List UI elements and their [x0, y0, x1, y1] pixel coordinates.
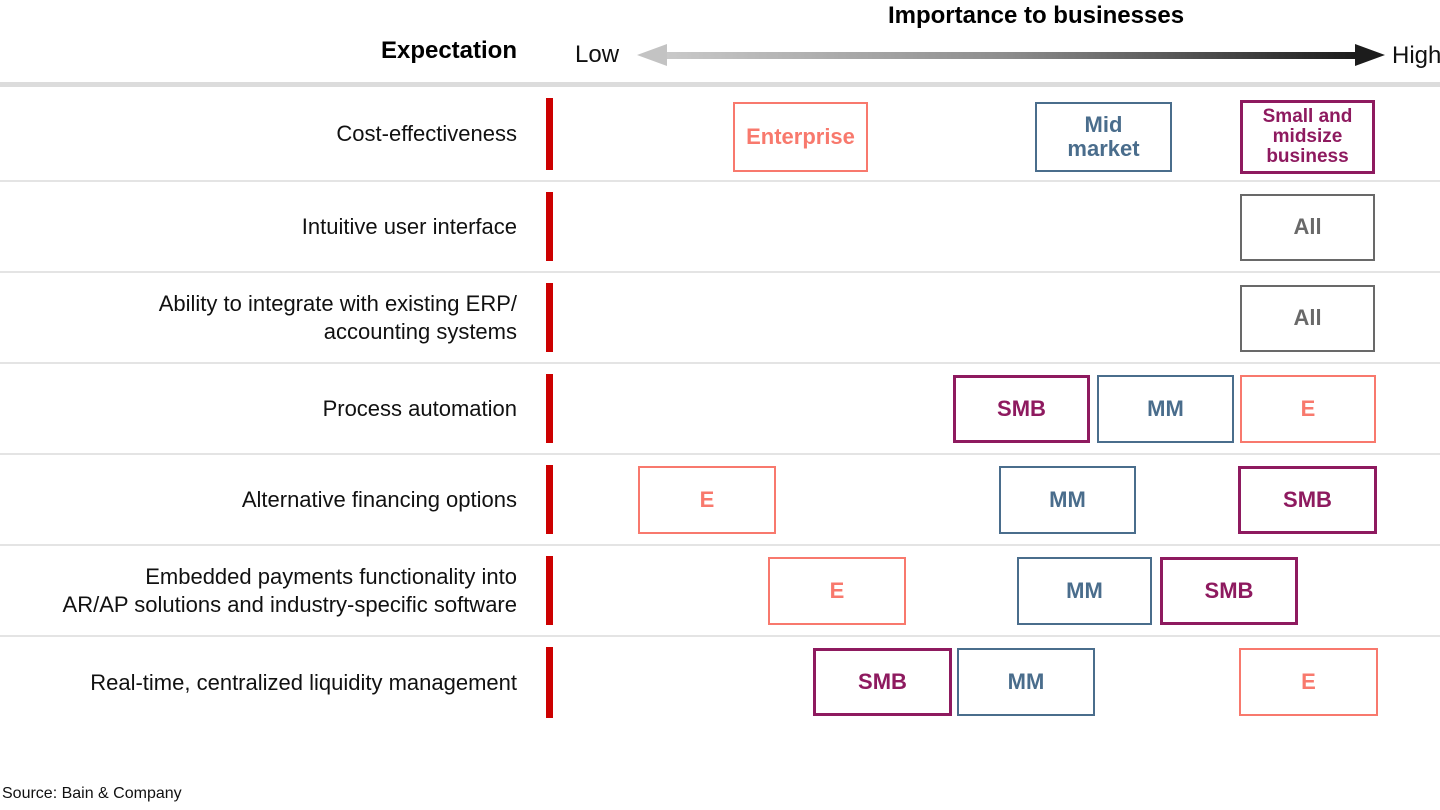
segment-box-enterprise: E [1239, 648, 1378, 716]
segment-box-smb: SMB [1160, 557, 1298, 625]
segment-box-label: E [829, 577, 845, 603]
row-label: Cost-effectiveness [336, 121, 517, 147]
segment-box-all: All [1240, 194, 1375, 261]
segment-box-label: All [1293, 214, 1322, 240]
row-label: Alternative financing options [241, 486, 517, 512]
segment-box-enterprise: E [1240, 375, 1376, 443]
segment-box-label: Enterprise [746, 123, 855, 149]
segment-box-label: MM [1147, 395, 1184, 421]
row-label: Embedded payments functionality into AR/… [62, 564, 517, 617]
segment-box-label: SMB [1283, 486, 1332, 512]
arrow-right-head-icon [1355, 44, 1385, 66]
header-divider [0, 82, 1440, 87]
segment-box-mid-market: MM [999, 466, 1136, 534]
segment-box-label: SMB [858, 668, 907, 694]
table-row: Process automation SMB MM E [0, 364, 1440, 455]
segment-box-smb: SMB [813, 648, 952, 716]
row-label: Intuitive user interface [301, 213, 517, 239]
table-row: Cost-effectiveness Enterprise Mid market… [0, 88, 1440, 182]
segment-box-enterprise: E [638, 466, 776, 534]
row-marker [546, 556, 553, 625]
segment-box-label: E [699, 486, 715, 512]
row-label: Process automation [322, 395, 517, 421]
segment-box-enterprise: E [768, 557, 906, 625]
row-marker [546, 192, 553, 261]
table-row: Alternative financing options E MM SMB [0, 455, 1440, 546]
segment-box-label: MM [1049, 486, 1086, 512]
table-row: Real-time, centralized liquidity managem… [0, 637, 1440, 728]
segment-box-label: Mid market [1067, 111, 1140, 161]
segment-box-smb: Small and midsize business [1240, 100, 1375, 174]
segment-box-mid-market: MM [1097, 375, 1234, 443]
segment-box-mid-market: MM [1017, 557, 1152, 625]
row-marker [546, 98, 553, 170]
row-marker [546, 374, 553, 443]
table-row: Embedded payments functionality into AR/… [0, 546, 1440, 637]
segment-box-label: MM [1066, 577, 1103, 603]
arrow-gradient-shaft [667, 51, 1355, 59]
table-row: Intuitive user interface All [0, 182, 1440, 273]
segment-box-label: SMB [997, 395, 1046, 421]
segment-box-label: MM [1007, 668, 1045, 694]
arrow-left-head-icon [637, 44, 667, 66]
segment-box-mid-market: Mid market [1035, 102, 1172, 172]
expectation-column-header: Expectation [380, 37, 517, 64]
segment-box-label: Small and midsize business [1262, 106, 1353, 167]
segment-box-enterprise: Enterprise [733, 102, 868, 172]
segment-box-label: E [1300, 395, 1316, 421]
axis-title: Importance to businesses [887, 2, 1185, 29]
segment-box-mid-market: MM [957, 648, 1095, 716]
segment-box-smb: SMB [953, 375, 1090, 443]
importance-axis-arrow [637, 44, 1385, 66]
segment-box-label: E [1301, 668, 1316, 694]
row-marker [546, 465, 553, 534]
segment-box-smb: SMB [1238, 466, 1377, 534]
segment-box-label: All [1293, 305, 1322, 331]
axis-high-label: High [1392, 42, 1440, 69]
source-note: Source: Bain & Company [2, 785, 182, 802]
row-marker [546, 283, 553, 352]
segment-box-all: All [1240, 285, 1375, 352]
segment-box-label: SMB [1204, 577, 1254, 603]
table-row: Ability to integrate with existing ERP/ … [0, 273, 1440, 364]
row-label: Ability to integrate with existing ERP/ … [158, 291, 517, 344]
row-label: Real-time, centralized liquidity managem… [90, 669, 517, 695]
axis-low-label: Low [575, 41, 620, 68]
row-marker [546, 647, 553, 718]
